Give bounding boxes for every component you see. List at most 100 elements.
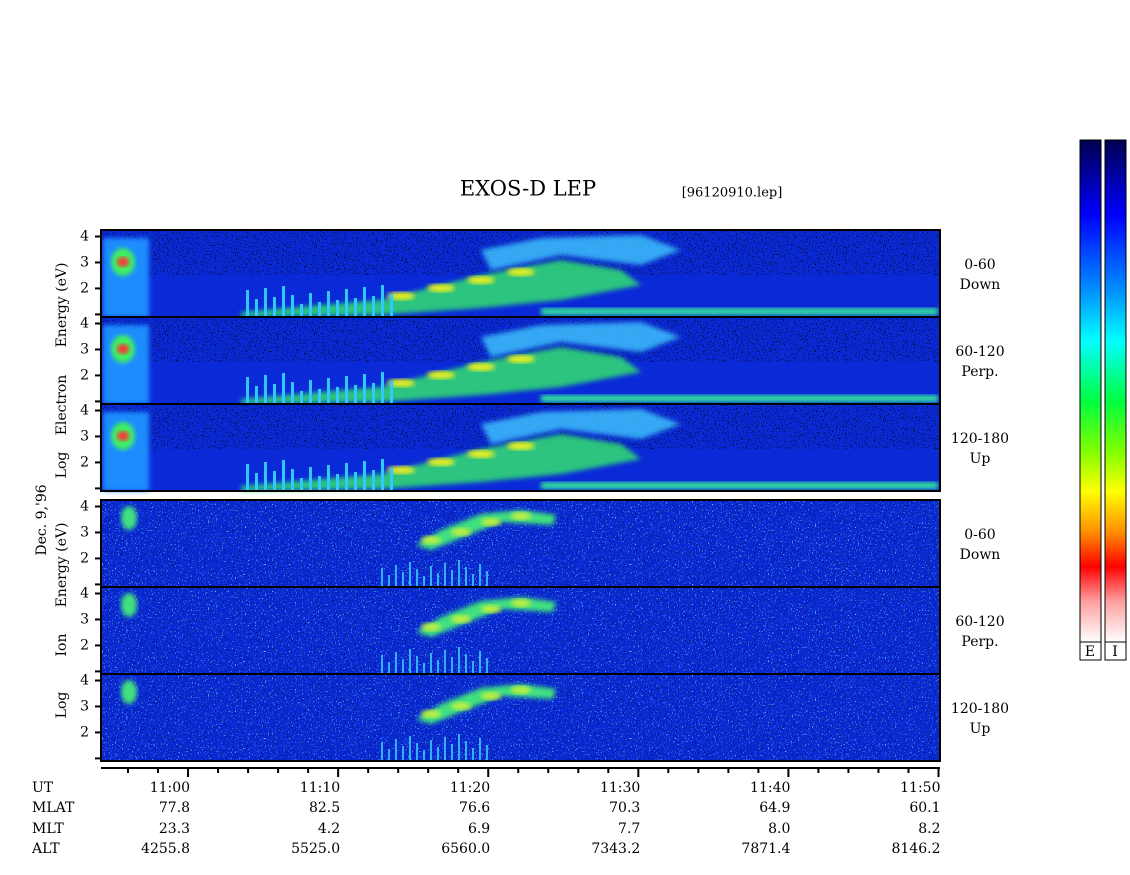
spectrum	[416, 656, 418, 674]
spectrum	[437, 747, 439, 761]
spectrum	[117, 257, 129, 267]
y-tick-label: 2	[80, 367, 89, 383]
y-axis-label: Log	[54, 692, 70, 719]
spectrum	[121, 680, 137, 704]
spectrum	[345, 463, 348, 491]
spectrum	[467, 276, 495, 284]
table-cell: 60.1	[909, 800, 940, 816]
spectrum	[472, 748, 474, 761]
spectrum	[486, 745, 488, 761]
spectrum	[336, 474, 339, 491]
panel-label: Down	[960, 547, 1001, 563]
table-cell: 7343.2	[591, 841, 640, 857]
spectrum	[472, 574, 474, 587]
spectrum	[121, 593, 137, 617]
spectrum	[336, 387, 339, 404]
spectrum	[282, 286, 285, 317]
y-axis-label: Energy (eV)	[54, 523, 70, 608]
y-tick-label: 3	[80, 428, 89, 444]
spectrum	[282, 373, 285, 404]
color-bar	[1079, 139, 1102, 643]
spectrum	[395, 565, 397, 587]
spectrum	[345, 376, 348, 404]
color-bar-label: E	[1085, 644, 1095, 660]
spectrum	[291, 382, 294, 404]
spectrum	[451, 657, 453, 674]
spectrum	[388, 749, 390, 761]
spectrum	[395, 739, 397, 761]
spectrum	[390, 468, 393, 491]
spectrum	[444, 737, 446, 761]
spectrum	[511, 599, 531, 607]
x-tick-label: 11:20	[450, 780, 490, 796]
spectrum	[481, 605, 501, 613]
spectrum	[507, 268, 535, 276]
spectrum	[541, 395, 938, 402]
row-label: MLT	[32, 821, 64, 837]
panel	[101, 500, 940, 587]
spectrum	[402, 746, 404, 761]
spectrum	[451, 615, 471, 623]
spectrum	[387, 379, 415, 387]
table-cell: 5525.0	[291, 841, 340, 857]
y-tick-label: 2	[80, 280, 89, 296]
spectrum	[511, 512, 531, 520]
panel	[101, 674, 940, 761]
spectrum	[273, 297, 276, 317]
spectrum	[402, 572, 404, 587]
y-axis-label: Energy (eV)	[54, 263, 70, 348]
spectrum	[390, 381, 393, 404]
title: EXOS-D LEP	[460, 177, 596, 201]
spectrum	[327, 291, 330, 317]
spectrum	[444, 563, 446, 587]
spectrum	[282, 460, 285, 491]
color-bar	[1104, 139, 1127, 643]
spectrum	[273, 384, 276, 404]
spectrum	[381, 372, 384, 404]
spectrum	[481, 409, 681, 444]
spectrum	[388, 575, 390, 587]
panel	[101, 230, 940, 317]
spectrum	[467, 363, 495, 371]
x-tick-label: 11:10	[300, 780, 340, 796]
spectrum	[465, 654, 467, 674]
spectrum	[363, 374, 366, 404]
x-tick-label: 11:40	[750, 780, 790, 796]
spectrum	[421, 536, 441, 544]
spectrum	[381, 568, 383, 587]
table-cell: 4255.8	[141, 841, 190, 857]
spectrum	[507, 355, 535, 363]
spectrum	[345, 289, 348, 317]
y-tick-label: 4	[80, 402, 89, 418]
spectrum	[409, 562, 411, 587]
spectrum	[381, 285, 384, 317]
y-tick-label: 2	[80, 724, 89, 740]
spectrum	[541, 482, 938, 489]
table-cell: 6560.0	[441, 841, 490, 857]
y-tick-label: 3	[80, 611, 89, 627]
spectrum	[117, 344, 129, 354]
y-tick-label: 3	[80, 341, 89, 357]
spectrum	[486, 658, 488, 674]
row-label: ALT	[31, 841, 60, 857]
panel-label: Up	[970, 721, 991, 737]
y-tick-label: 4	[80, 228, 89, 244]
spectrum	[437, 573, 439, 587]
row-label: UT	[32, 780, 54, 796]
spectrum	[381, 655, 383, 674]
spectrum	[421, 623, 441, 631]
spectrum	[264, 462, 267, 491]
spectrum	[264, 288, 267, 317]
spectrum	[354, 385, 357, 404]
spectrum	[121, 506, 137, 530]
panel	[101, 587, 940, 674]
spectrum	[423, 576, 425, 587]
spectrum	[354, 298, 357, 317]
spectrum	[437, 660, 439, 674]
y-tick-label: 4	[80, 498, 89, 514]
spectrum	[273, 471, 276, 491]
spectrum	[246, 377, 249, 404]
color-bar-box	[1104, 641, 1127, 661]
table-cell: 82.5	[309, 800, 340, 816]
